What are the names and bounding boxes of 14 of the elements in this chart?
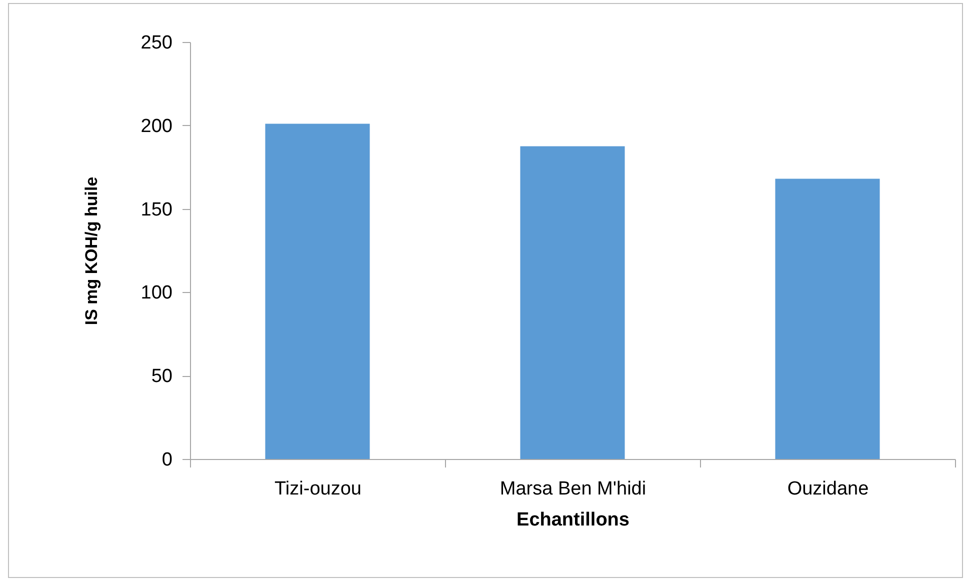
y-tick-label: 150 [140,199,172,220]
y-tick-label: 200 [140,116,172,137]
bar [775,178,880,459]
x-axis-title: Echantillons [516,510,630,530]
y-tick-label: 250 [140,32,172,54]
bar [265,124,370,459]
x-tick-label: Marsa Ben M'hidi [500,478,646,500]
x-tick-label: Ouzidane [787,478,869,500]
y-tick-label: 50 [151,366,172,388]
y-tick-label: 0 [162,450,172,470]
x-tick-label: Tizi-ouzou [274,478,362,500]
y-tick-label: 100 [140,282,172,304]
bar [520,146,625,459]
y-axis-title: IS mg KOH/g huile [82,176,101,326]
